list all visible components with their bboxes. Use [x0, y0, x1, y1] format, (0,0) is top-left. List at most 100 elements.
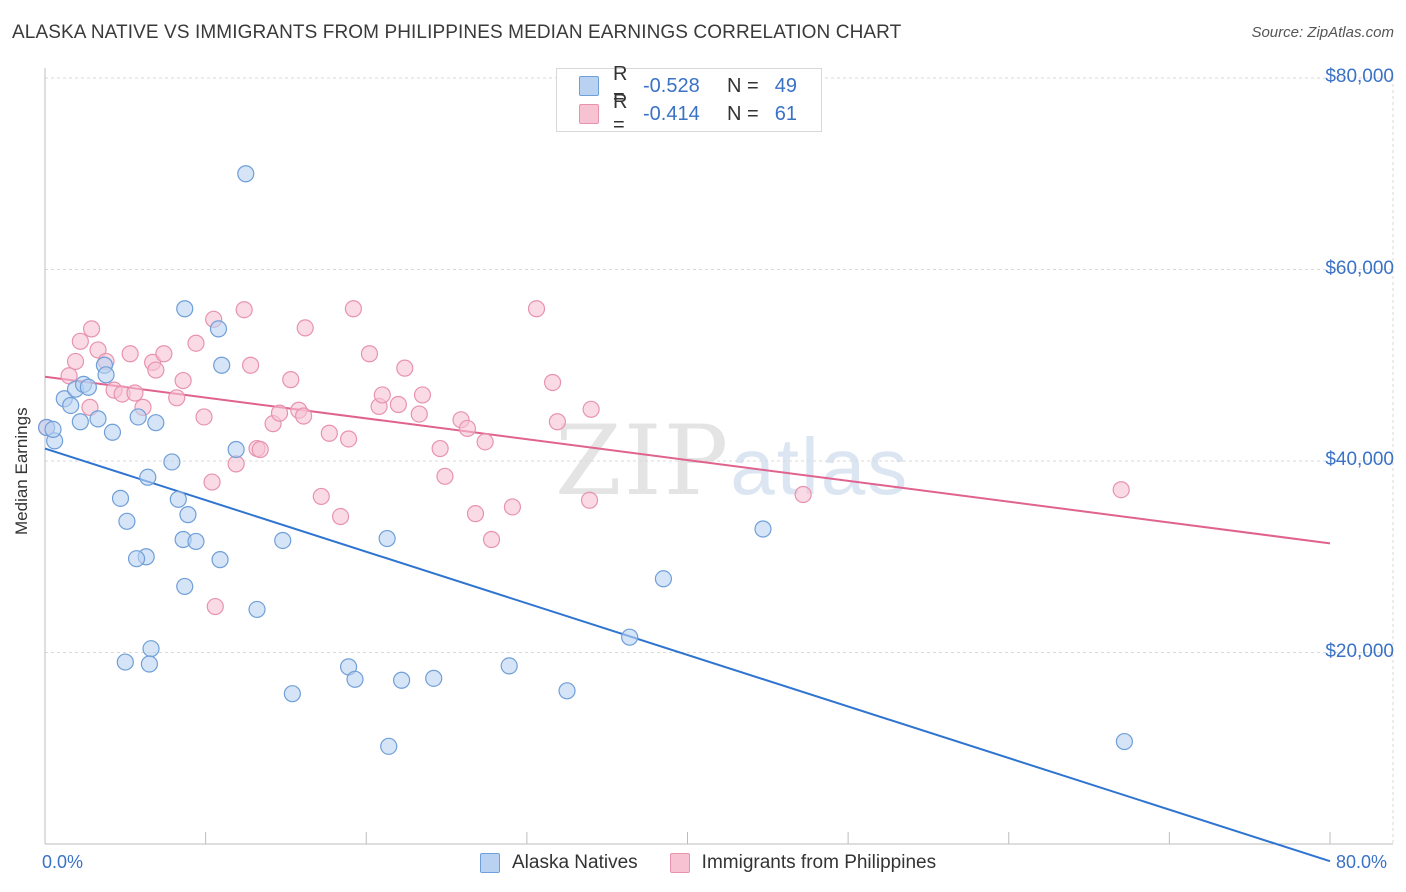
point-philippines: [794, 485, 812, 504]
point-philippines: [396, 359, 414, 377]
point-philippines: [543, 373, 562, 392]
legend-r-label: R =: [613, 63, 628, 108]
series-legend: Alaska Natives Immigrants from Philippin…: [480, 852, 968, 874]
point-philippines: [482, 530, 501, 549]
point-philippines: [295, 407, 313, 425]
legend-r-value: -0.414: [643, 102, 700, 125]
x-tick-label-min: 0.0%: [42, 852, 84, 872]
legend-label: Alaska Natives: [512, 852, 638, 873]
point-philippines: [195, 408, 213, 426]
point-alaska-natives: [654, 570, 673, 588]
point-philippines: [66, 352, 85, 371]
point-philippines: [548, 413, 566, 431]
point-philippines: [251, 440, 269, 459]
gridlines: [45, 77, 1394, 844]
point-philippines: [242, 356, 260, 374]
point-alaska-natives: [163, 453, 181, 471]
legend-item-alaska-natives[interactable]: Alaska Natives: [480, 852, 638, 874]
point-philippines: [431, 439, 449, 458]
point-alaska-natives: [380, 737, 398, 755]
chart-title: ALASKA NATIVE VS IMMIGRANTS FROM PHILIPP…: [12, 22, 902, 43]
y-tick-label: $40,000: [1325, 449, 1394, 470]
point-alaska-natives: [71, 413, 89, 431]
legend-n-label: N =: [727, 102, 759, 125]
x-tick-label-max: 80.0%: [1336, 852, 1388, 872]
point-alaska-natives: [44, 420, 62, 439]
point-philippines: [227, 455, 245, 473]
point-alaska-natives: [283, 685, 301, 703]
point-alaska-natives: [621, 628, 639, 646]
point-alaska-natives: [103, 423, 122, 441]
point-philippines: [339, 430, 358, 448]
point-philippines: [126, 384, 144, 402]
point-philippines: [121, 345, 139, 363]
trend-lines: [44, 375, 1331, 863]
legend-item-philippines[interactable]: Immigrants from Philippines: [669, 852, 937, 874]
point-philippines: [296, 319, 314, 337]
point-alaska-natives: [392, 671, 411, 689]
point-philippines: [503, 498, 522, 516]
point-alaska-natives: [116, 653, 134, 671]
point-philippines: [147, 361, 165, 379]
point-philippines: [373, 386, 391, 404]
point-alaska-natives: [140, 655, 159, 673]
point-alaska-natives: [213, 356, 231, 374]
point-philippines: [71, 332, 89, 350]
point-philippines: [312, 487, 330, 506]
legend-r-label: R =: [613, 91, 628, 136]
data-points: [38, 165, 1134, 755]
point-alaska-natives: [176, 300, 194, 318]
point-alaska-natives: [118, 512, 136, 530]
point-philippines: [82, 320, 101, 338]
legend-n-label: N =: [727, 74, 759, 97]
point-alaska-natives: [237, 165, 255, 183]
point-philippines: [476, 433, 494, 451]
legend-row-philippines: R = -0.414 N = 61: [579, 91, 797, 136]
point-alaska-natives: [558, 682, 576, 700]
point-alaska-natives: [211, 551, 229, 569]
legend-swatch-blue: [579, 76, 599, 96]
point-alaska-natives: [187, 532, 205, 551]
point-alaska-natives: [111, 489, 130, 507]
y-tick-label: $60,000: [1325, 257, 1394, 279]
point-alaska-natives: [1115, 732, 1134, 751]
point-alaska-natives: [176, 577, 194, 596]
legend-swatch-pink: [579, 104, 599, 124]
point-philippines: [458, 419, 477, 438]
point-alaska-natives: [89, 410, 107, 428]
watermark-atlas: atlas: [730, 422, 910, 511]
trend-line-alaska-natives: [44, 447, 1331, 863]
y-tick-label: $20,000: [1325, 640, 1394, 662]
point-philippines: [206, 597, 224, 616]
point-philippines: [389, 395, 407, 414]
point-philippines: [527, 300, 546, 318]
point-alaska-natives: [129, 408, 147, 426]
point-philippines: [1112, 481, 1130, 499]
point-alaska-natives: [248, 600, 266, 619]
point-philippines: [270, 404, 289, 422]
point-philippines: [410, 405, 428, 423]
point-philippines: [344, 300, 362, 318]
point-alaska-natives: [274, 531, 292, 550]
legend-n-value: 61: [774, 102, 797, 125]
point-philippines: [413, 386, 432, 404]
point-alaska-natives: [127, 550, 146, 568]
point-philippines: [582, 400, 600, 418]
legend-row-alaska-natives: R = -0.528 N = 49: [579, 63, 797, 108]
point-alaska-natives: [142, 640, 160, 658]
point-philippines: [187, 334, 205, 352]
point-alaska-natives: [62, 396, 80, 415]
source-label: Source: ZipAtlas.com: [1251, 24, 1394, 41]
axes: [44, 68, 1393, 845]
point-philippines: [168, 389, 186, 407]
legend-swatch-pink: [669, 853, 690, 873]
point-alaska-natives: [147, 414, 165, 432]
legend-swatch-blue: [480, 853, 500, 873]
point-alaska-natives: [209, 320, 228, 338]
point-alaska-natives: [179, 506, 197, 524]
point-philippines: [580, 491, 599, 509]
legend-label: Immigrants from Philippines: [701, 852, 937, 873]
legend-n-value: 49: [774, 74, 797, 97]
point-philippines: [203, 473, 221, 491]
